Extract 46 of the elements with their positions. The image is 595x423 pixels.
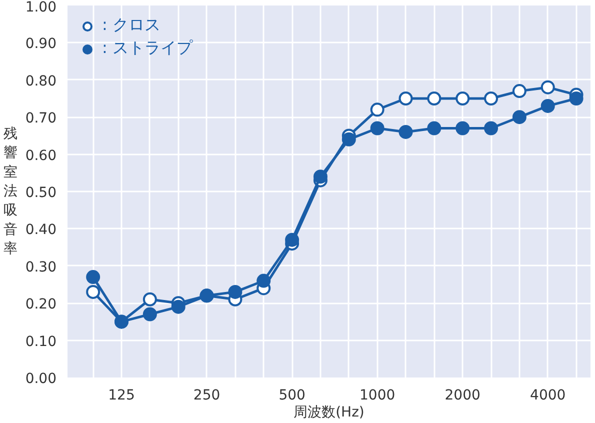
y-tick-label: 0.40 (25, 222, 56, 238)
point (512, 84, 526, 98)
point (313, 170, 328, 184)
point (342, 132, 356, 146)
point (86, 270, 100, 284)
point (569, 92, 584, 106)
y-tick-label: 0.30 (25, 259, 56, 276)
point (484, 121, 498, 136)
point (484, 92, 498, 106)
legend-label: : ストライプ (102, 38, 192, 59)
point (142, 292, 157, 306)
point (540, 98, 555, 113)
point (427, 121, 442, 136)
y-tick-label: 0.20 (25, 296, 56, 313)
y-tick-label: 0.90 (25, 36, 56, 52)
x-tick-label: 4000 (530, 388, 566, 404)
y-tick-label: 0.70 (25, 110, 56, 127)
point (456, 121, 470, 136)
point (427, 92, 442, 106)
point (256, 274, 271, 288)
y-tick-label: 0.60 (25, 148, 56, 164)
point (398, 124, 413, 139)
y-tick-label: 0.00 (25, 371, 56, 387)
point (512, 110, 526, 124)
x-tick-label: 250 (193, 388, 220, 404)
point (142, 307, 157, 322)
y-tick-label: 0.10 (25, 334, 56, 350)
x-axis-title: 周波数(Hz) (294, 404, 364, 420)
y-tick-label: 0.80 (25, 73, 56, 90)
x-tick-label: 125 (108, 388, 135, 404)
point (370, 121, 384, 136)
point (540, 80, 555, 94)
y-axis-title: 残響室法吸音率 (3, 126, 18, 258)
x-tick-label: 1000 (360, 388, 396, 404)
x-tick-label: 500 (278, 388, 306, 404)
point (228, 284, 242, 299)
y-tick-label: 1.00 (25, 0, 56, 16)
legend-label: : クロス (102, 15, 160, 36)
point (171, 300, 186, 314)
point (370, 102, 384, 117)
point (456, 92, 470, 106)
point (285, 232, 300, 247)
point (398, 92, 413, 106)
y-tick-label: 0.50 (25, 185, 56, 201)
x-tick-label: 2000 (444, 388, 480, 404)
point (86, 284, 100, 299)
